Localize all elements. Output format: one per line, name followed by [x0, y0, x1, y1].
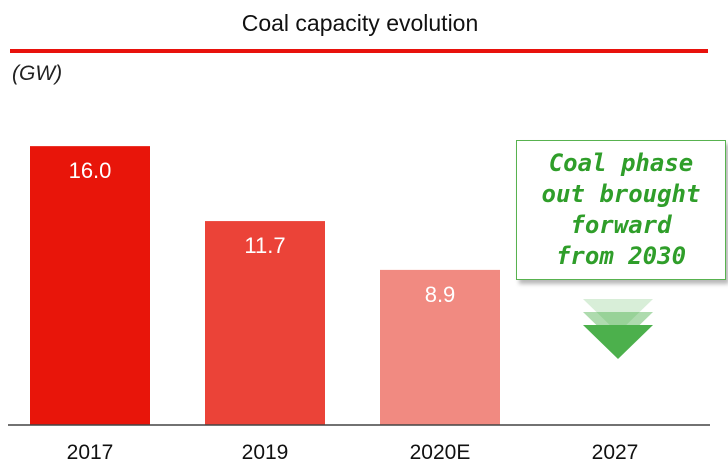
x-tick-2027: 2027: [592, 441, 639, 464]
title-rule: [10, 49, 708, 53]
data-label-2017: 16.0: [69, 158, 112, 183]
chart-title: Coal capacity evolution: [241, 10, 479, 36]
bar-2017: [30, 146, 150, 425]
bar-2019: [205, 221, 325, 425]
bar-2020E: [380, 269, 500, 425]
down-arrow-chevron-1: [583, 299, 653, 333]
down-arrow-chevron-3: [583, 325, 653, 359]
data-label-2019: 11.7: [244, 233, 285, 258]
x-tick-2020E: 2020E: [410, 441, 471, 464]
data-label-2020E: 8.9: [425, 282, 456, 307]
x-tick-2019: 2019: [242, 441, 289, 464]
x-tick-2017: 2017: [67, 441, 114, 464]
callout-box: Coal phase out brought forward from 2030: [516, 140, 726, 280]
unit-label: (GW): [12, 62, 63, 85]
